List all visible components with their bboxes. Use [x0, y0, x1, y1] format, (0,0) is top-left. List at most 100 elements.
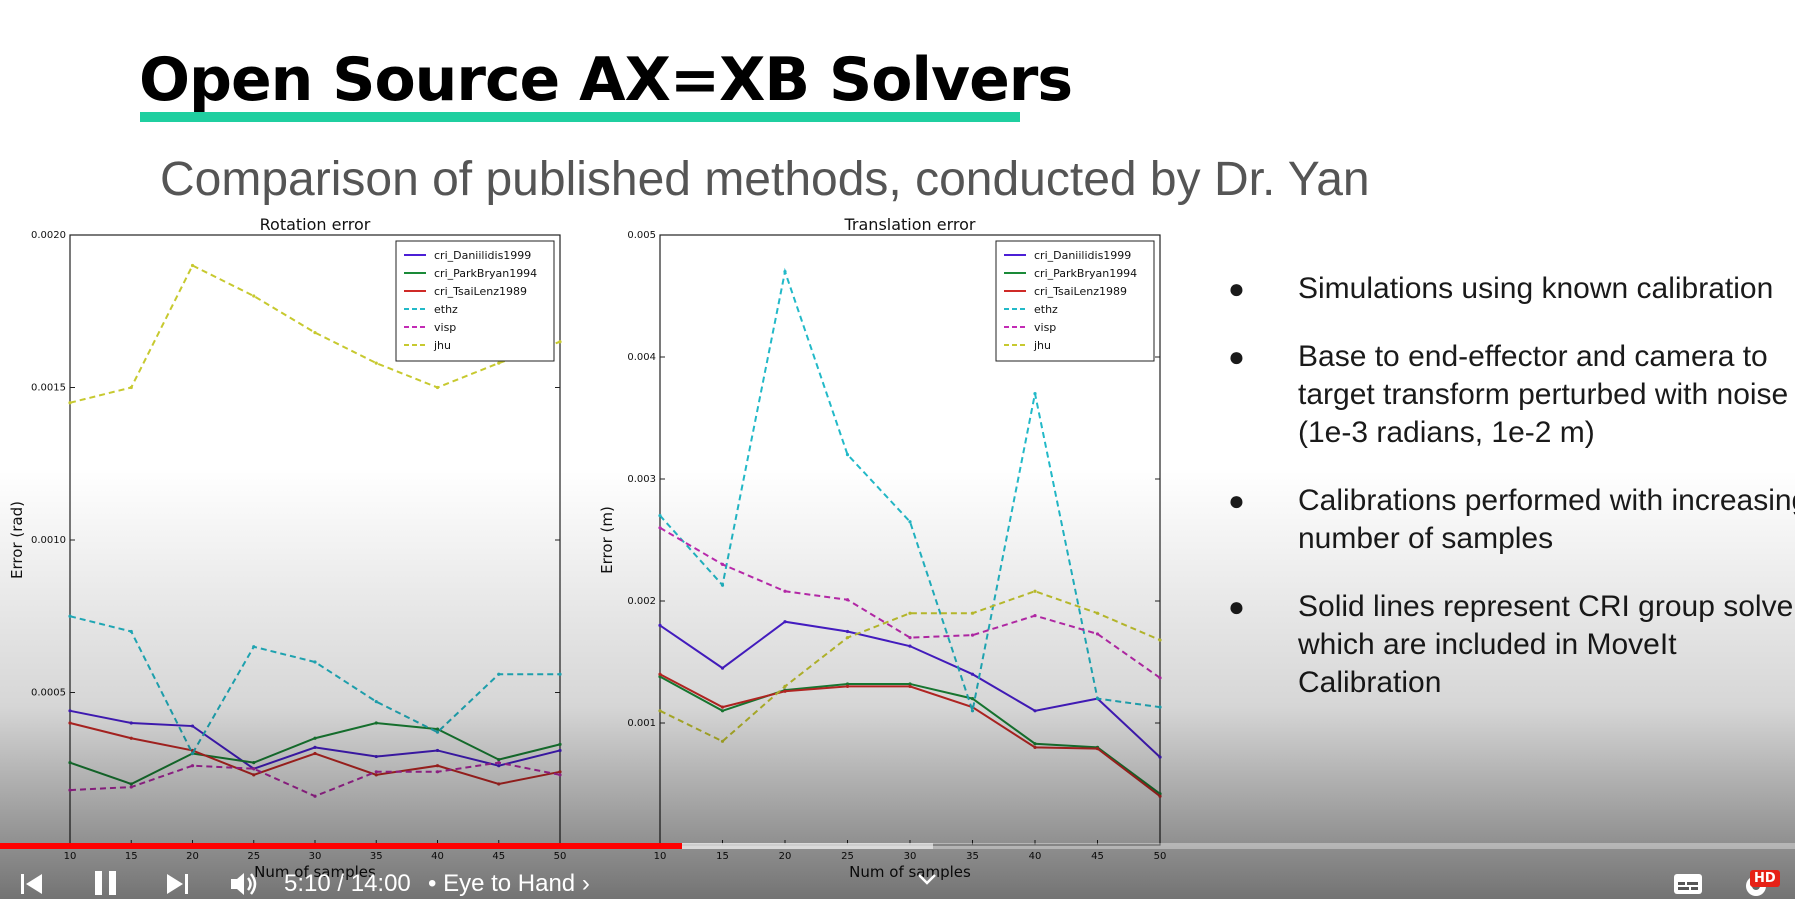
x-tick-label: 10 — [654, 851, 667, 862]
data-point-cri_ParkBryan1994 — [68, 761, 72, 765]
bullet-list: ● Simulations using known calibration ● Ba… — [1228, 270, 1795, 732]
y-tick-label: 0.005 — [627, 230, 656, 241]
data-point-visp — [68, 788, 72, 792]
data-point-ethz — [970, 709, 975, 713]
slide-title: Open Source AX=XB Solvers — [139, 45, 1073, 115]
x-tick-label: 10 — [64, 851, 77, 862]
legend-label: cri_ParkBryan1994 — [1034, 267, 1137, 280]
data-point-cri_Daniilidis1999 — [970, 672, 975, 676]
data-point-jhu — [129, 385, 133, 390]
data-point-visp — [783, 589, 787, 593]
data-point-cri_Daniilidis1999 — [1033, 709, 1037, 713]
data-point-cri_ParkBryan1994 — [558, 742, 562, 746]
previous-icon[interactable] — [18, 870, 46, 898]
data-point-jhu — [720, 739, 725, 743]
rotation-error-chart: Rotation error 0.0005 0.0010 0.0015 0.0020 10… — [8, 215, 566, 881]
data-point-visp — [1095, 632, 1100, 636]
data-point-cri_TsaiLenz1989 — [1095, 747, 1100, 751]
x-tick-label: 20 — [186, 851, 199, 862]
legend-label: ethz — [1034, 303, 1058, 316]
data-point-cri_TsaiLenz1989 — [313, 751, 317, 756]
legend-box — [395, 240, 555, 362]
next-icon[interactable] — [163, 870, 191, 898]
data-point-jhu — [1158, 638, 1162, 642]
data-point-visp — [1033, 614, 1037, 618]
legend-label: visp — [1034, 321, 1056, 334]
data-point-cri_TsaiLenz1989 — [783, 689, 787, 693]
x-tick-label: 40 — [1029, 851, 1042, 862]
data-point-ethz — [190, 751, 195, 756]
data-point-cri_TsaiLenz1989 — [435, 764, 440, 768]
data-point-cri_Daniilidis1999 — [313, 745, 317, 750]
x-tick-label: 45 — [1091, 851, 1104, 862]
data-point-jhu — [970, 611, 975, 615]
data-point-cri_ParkBryan1994 — [374, 721, 378, 725]
y-axis-label: Error (rad) — [8, 501, 26, 579]
data-point-ethz — [68, 614, 72, 618]
legend-label: cri_TsaiLenz1989 — [434, 285, 527, 298]
chapter-title[interactable]: • Eye to Hand › — [428, 870, 590, 897]
data-point-cri_ParkBryan1994 — [970, 697, 975, 701]
data-point-ethz — [845, 453, 850, 457]
data-point-cri_Daniilidis1999 — [190, 724, 195, 728]
data-point-visp — [252, 767, 256, 771]
legend-label: cri_ParkBryan1994 — [434, 267, 537, 280]
data-point-ethz — [908, 520, 912, 524]
data-point-visp — [190, 764, 195, 768]
series-line-ethz — [69, 615, 560, 756]
data-point-visp — [908, 636, 912, 640]
legend-label: cri_TsaiLenz1989 — [1034, 285, 1127, 298]
y-tick-label: 0.001 — [627, 718, 656, 729]
bullet-text: Simulations using known calibration — [1298, 272, 1774, 305]
legend-label: cri_Daniilidis1999 — [434, 249, 531, 262]
y-tick-label: 0.0015 — [31, 383, 66, 394]
volume-icon[interactable] — [228, 868, 260, 899]
data-point-cri_ParkBryan1994 — [1033, 742, 1037, 746]
data-point-cri_TsaiLenz1989 — [720, 705, 725, 709]
y-axis-label: Error (m) — [598, 506, 616, 574]
bullet-text: Solid lines represent CRI group solvers,… — [1298, 590, 1795, 699]
data-point-visp — [129, 785, 133, 789]
progress-bar[interactable] — [0, 843, 1795, 849]
legend-label: jhu — [433, 339, 451, 352]
data-point-cri_ParkBryan1994 — [497, 758, 501, 762]
y-tick-label: 0.002 — [627, 596, 656, 607]
data-point-jhu — [558, 340, 562, 344]
data-point-visp — [558, 773, 562, 777]
x-tick-label: 30 — [309, 851, 322, 862]
x-tick-label: 50 — [1154, 851, 1167, 862]
data-point-jhu — [68, 401, 72, 405]
x-tick-label: 35 — [370, 851, 383, 862]
data-point-cri_ParkBryan1994 — [313, 736, 317, 740]
data-point-ethz — [1033, 392, 1037, 396]
pause-icon[interactable] — [91, 868, 121, 898]
chevron-down-icon[interactable] — [916, 870, 938, 888]
data-point-jhu — [1095, 611, 1100, 615]
data-point-cri_TsaiLenz1989 — [252, 773, 256, 777]
data-point-cri_Daniilidis1999 — [1158, 755, 1162, 759]
data-point-cri_TsaiLenz1989 — [129, 736, 133, 740]
data-point-jhu — [497, 361, 501, 365]
data-point-ethz — [374, 700, 378, 704]
x-tick-label: 15 — [125, 851, 138, 862]
data-point-visp — [1158, 676, 1162, 680]
data-point-cri_TsaiLenz1989 — [68, 721, 72, 725]
x-tick-label: 30 — [904, 851, 917, 862]
chart-title: Rotation error — [260, 215, 371, 234]
data-point-cri_Daniilidis1999 — [558, 748, 562, 753]
data-point-cri_ParkBryan1994 — [252, 761, 256, 765]
bullet-icon: ● — [1228, 273, 1245, 304]
y-tick-label: 0.003 — [627, 474, 656, 485]
data-point-ethz — [435, 730, 440, 734]
bullet-item: ● Solid lines represent CRI group solvers… — [1228, 588, 1795, 702]
chart-title: Translation error — [844, 215, 976, 234]
data-point-jhu — [252, 294, 256, 298]
subtitles-icon[interactable] — [1672, 870, 1704, 898]
data-point-ethz — [558, 672, 562, 676]
data-point-ethz — [1158, 705, 1162, 709]
data-point-jhu — [783, 684, 787, 688]
data-point-cri_Daniilidis1999 — [908, 644, 912, 648]
data-point-visp — [374, 770, 378, 774]
data-point-cri_TsaiLenz1989 — [497, 782, 501, 786]
